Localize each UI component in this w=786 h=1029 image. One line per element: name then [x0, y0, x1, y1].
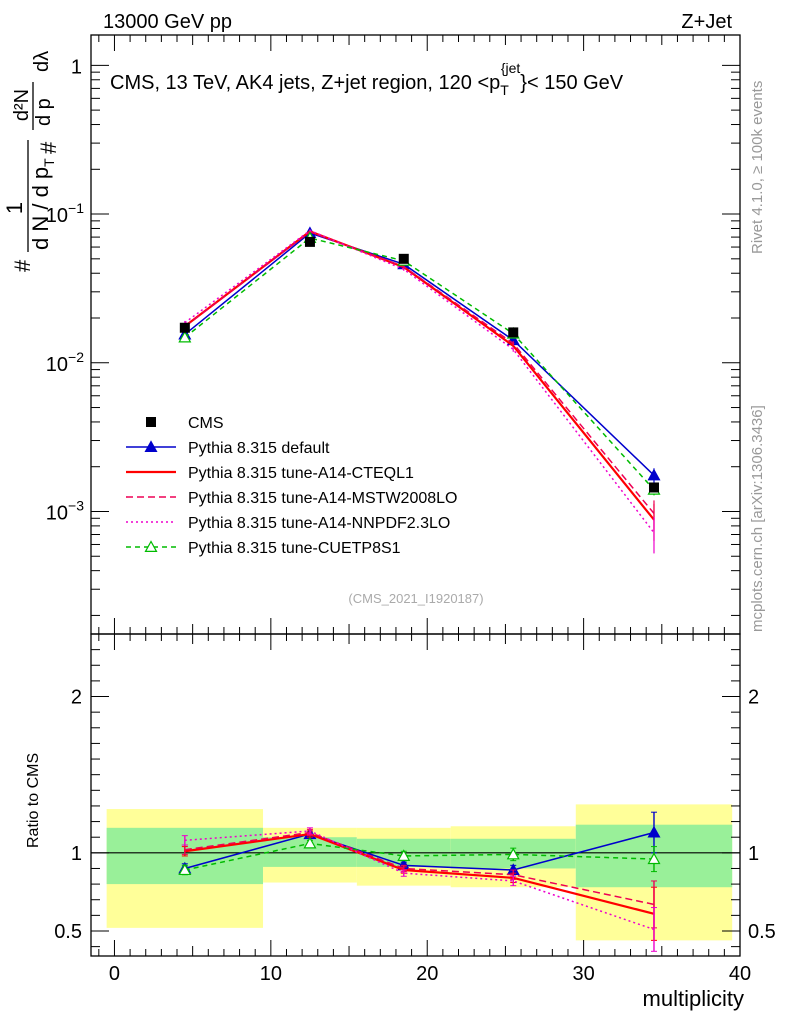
svg-text:d²N: d²N: [11, 89, 33, 121]
legend-label-data: CMS: [188, 415, 224, 432]
data-point: [508, 327, 519, 338]
ylabel-d2n: d²N: [11, 89, 33, 121]
panel-frame: [90, 633, 741, 957]
ratio-marker: [647, 852, 661, 865]
data-point: [398, 253, 409, 264]
ratio-y-tick-label: 2: [71, 687, 82, 709]
legend-label-1: Pythia 8.315 tune-A14-CTEQL1: [188, 465, 414, 482]
ylabel-sub-t: T: [41, 158, 57, 167]
ratio-marker: [647, 825, 661, 838]
ratio-marker: [506, 847, 520, 860]
y-tick-label: 1: [71, 56, 82, 78]
ratio-axes: 0 10 20 30 40 0.5 0.5 1 1 2 2: [54, 633, 776, 985]
ratio-marker: [397, 849, 411, 861]
legend-marker: [144, 440, 158, 452]
data-point: [179, 322, 190, 333]
ratio-marker: [178, 863, 192, 876]
svg-text:#: #: [36, 141, 61, 154]
legend-label-4: Pythia 8.315 tune-CUETP8S1: [188, 540, 401, 557]
ratio-y-tick-label-right: 1: [748, 843, 759, 865]
x-tick-label: 10: [260, 963, 282, 985]
legend: CMS Pythia 8.315 default Pythia 8.315 tune…: [126, 415, 457, 557]
legend-swatch-data: [146, 417, 156, 427]
rivet-label: Rivet 4.1.0, ≥ 100k events: [749, 81, 766, 254]
ratio-y-tick-label-right: 0.5: [748, 921, 776, 943]
svg-text:d p: d p: [33, 98, 55, 126]
main-y-axis-label: # 1 d N / d pT # d²N d p dλ: [2, 51, 61, 272]
main-series: [178, 226, 661, 554]
ratio-series: [178, 811, 661, 952]
analysis-id: (CMS_2021_I1920187): [348, 591, 483, 606]
data-point: [648, 482, 659, 493]
y-tick-label: 10−1: [46, 200, 84, 227]
svg-text:1: 1: [2, 202, 27, 214]
y-tick-label: 10−3: [46, 497, 84, 524]
ylabel-hash: #: [10, 259, 35, 272]
legend-label-3: Pythia 8.315 tune-A14-NNPDF2.3LO: [188, 515, 450, 532]
x-axis-label: multiplicity: [643, 986, 744, 1011]
main-marker: [647, 468, 661, 481]
ylabel-dlambda: dλ: [31, 51, 53, 72]
main-marker: [178, 330, 192, 343]
header-left: 13000 GeV pp: [103, 11, 232, 33]
ylabel-one: 1: [2, 202, 27, 214]
ratio-y-axis-label: Ratio to CMS: [25, 753, 42, 848]
svg-text:dλ: dλ: [31, 51, 53, 72]
ratio-y-tick-label: 1: [71, 843, 82, 865]
ylabel-hash2: #: [36, 141, 61, 154]
svg-text:#: #: [10, 259, 35, 272]
legend-label-2: Pythia 8.315 tune-A14-MSTW2008LO: [188, 490, 457, 507]
legend-marker: [144, 540, 158, 553]
y-tick-label: 10−2: [46, 349, 84, 376]
svg-text:d N / d pT: d N / d pT: [28, 158, 57, 250]
ylabel-dp: d p: [33, 98, 55, 126]
x-tick-label: 30: [572, 963, 594, 985]
legend-label-0: Pythia 8.315 default: [188, 440, 330, 457]
x-tick-label: 20: [416, 963, 438, 985]
chart-title: CMS, 13 TeV, AK4 jets, Z+jet region, 120…: [110, 60, 624, 98]
header-right: Z+Jet: [681, 11, 732, 33]
main-line-0: [184, 232, 655, 476]
x-tick-label: 40: [729, 963, 751, 985]
mcplots-label: mcplots.cern.ch [arXiv:1306.3436]: [749, 405, 766, 632]
x-tick-label: 0: [109, 963, 120, 985]
ratio-line-4: [184, 842, 655, 871]
ratio-y-tick-label: 0.5: [54, 921, 82, 943]
ratio-y-tick-label-right: 2: [748, 687, 759, 709]
ylabel-dN-dp: d N / d p: [28, 167, 53, 250]
ratio-marker: [303, 836, 317, 849]
data-point: [304, 236, 315, 247]
